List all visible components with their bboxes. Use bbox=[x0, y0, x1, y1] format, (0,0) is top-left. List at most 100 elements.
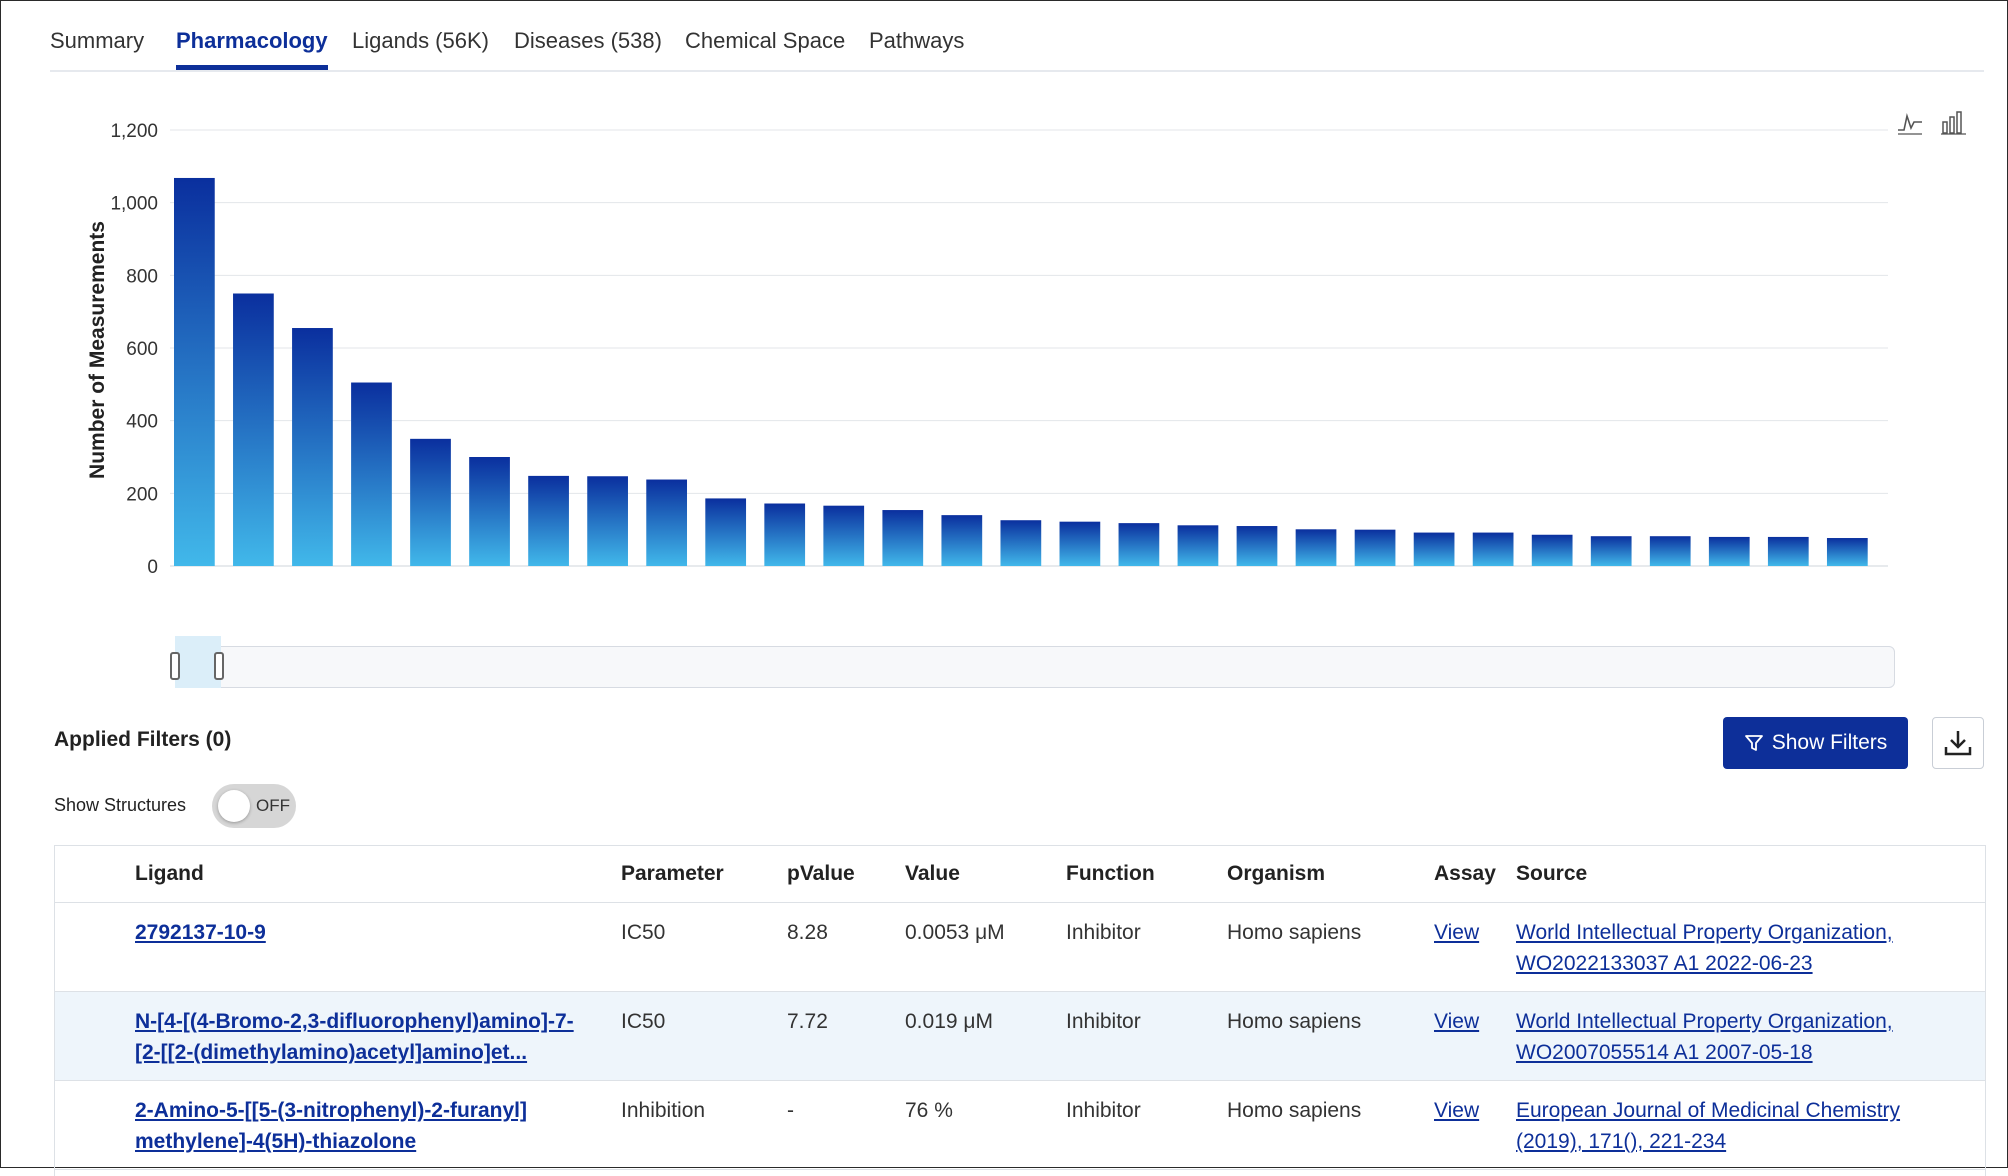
header-parameter[interactable]: Parameter bbox=[613, 846, 779, 903]
ligand-cell: 2792137-10-9 bbox=[127, 902, 613, 992]
zoom-handle-right[interactable] bbox=[214, 652, 224, 680]
bar[interactable] bbox=[469, 457, 510, 566]
tab-pharmacology[interactable]: Pharmacology bbox=[176, 26, 328, 70]
source-line: WO2022133037 A1 2022-06-23 bbox=[1516, 952, 1813, 975]
assay-cell: View bbox=[1426, 1080, 1508, 1170]
bar[interactable] bbox=[1295, 529, 1337, 566]
show-structures-toggle[interactable]: OFF bbox=[212, 784, 296, 828]
bar[interactable] bbox=[1767, 536, 1809, 566]
ligand-line: [2-[[2-(dimethylamino)acetyl]amino]et... bbox=[135, 1041, 528, 1064]
bar[interactable] bbox=[705, 498, 747, 566]
ligand-line: 2-Amino-5-[[5-(3-nitrophenyl)-2-furanyl] bbox=[135, 1099, 527, 1122]
source-link[interactable]: European Journal of Medicinal Chemistry (… bbox=[1516, 1099, 1900, 1153]
ligand-link[interactable]: 2792137-10-9 bbox=[135, 921, 266, 944]
table-row: N-[4-[(4-Bromo-2,3-difluorophenyl)amino]… bbox=[55, 991, 1985, 1081]
y-tick-label: 1,000 bbox=[110, 194, 158, 215]
source-link[interactable]: World Intellectual Property Organization… bbox=[1516, 921, 1893, 975]
bar-chart-icon[interactable] bbox=[1940, 108, 1968, 136]
toggle-knob bbox=[218, 790, 250, 822]
show-filters-button[interactable]: Show Filters bbox=[1723, 717, 1908, 769]
assay-view-link[interactable]: View bbox=[1434, 921, 1480, 944]
zoom-handle-left[interactable] bbox=[170, 652, 180, 680]
source-line: World Intellectual Property Organization… bbox=[1516, 1010, 1893, 1033]
measurements-bar-chart: 0 200 400 600 800 1,000 1,200 Number of Measur… bbox=[86, 121, 1888, 578]
bar[interactable] bbox=[1472, 532, 1514, 566]
parameter-cell: Inhibition bbox=[613, 1080, 779, 1170]
show-filters-label: Show Filters bbox=[1771, 731, 1888, 754]
bar[interactable] bbox=[823, 505, 865, 566]
header-function[interactable]: Function bbox=[1058, 846, 1219, 903]
ligand-link[interactable]: N-[4-[(4-Bromo-2,3-difluorophenyl)amino]… bbox=[135, 1010, 574, 1064]
bar[interactable] bbox=[1118, 523, 1160, 566]
value-cell: 0.0053 μM bbox=[897, 902, 1058, 992]
function-cell: Inhibitor bbox=[1058, 1080, 1219, 1170]
bar[interactable] bbox=[1354, 529, 1396, 566]
line-chart-icon[interactable] bbox=[1896, 108, 1924, 136]
bar[interactable] bbox=[1236, 526, 1278, 566]
zoom-range-selection[interactable] bbox=[175, 636, 221, 688]
y-tick-label: 400 bbox=[126, 412, 158, 433]
tab-ligands[interactable]: Ligands (56K) bbox=[352, 28, 489, 53]
pvalue-cell: 7.72 bbox=[779, 991, 897, 1081]
show-structures-label: Show Structures bbox=[54, 795, 187, 815]
assay-view-link[interactable]: View bbox=[1434, 1099, 1480, 1122]
header-source[interactable]: Source bbox=[1508, 846, 1985, 903]
bar[interactable] bbox=[1413, 532, 1455, 566]
bar[interactable] bbox=[1000, 520, 1042, 566]
ligand-cell: N-[4-[(4-Bromo-2,3-difluorophenyl)amino]… bbox=[127, 991, 613, 1081]
tab-bar: Summary Pharmacology Ligands (56K) Disea… bbox=[50, 14, 1984, 72]
header-assay[interactable]: Assay bbox=[1426, 846, 1508, 903]
pvalue-cell: - bbox=[779, 1080, 897, 1170]
bar[interactable] bbox=[1177, 525, 1219, 566]
y-tick-label: 800 bbox=[126, 266, 158, 287]
bar[interactable] bbox=[1531, 534, 1573, 566]
tab-diseases[interactable]: Diseases (538) bbox=[514, 28, 662, 53]
source-cell: World Intellectual Property Organization… bbox=[1508, 991, 1985, 1081]
bar[interactable] bbox=[528, 475, 569, 566]
bar[interactable] bbox=[410, 438, 451, 566]
ligand-link[interactable]: 2-Amino-5-[[5-(3-nitrophenyl)-2-furanyl]… bbox=[135, 1099, 527, 1153]
source-line: World Intellectual Property Organization… bbox=[1516, 921, 1893, 944]
source-link[interactable]: World Intellectual Property Organization… bbox=[1516, 1010, 1893, 1064]
bar[interactable] bbox=[233, 293, 274, 567]
bar[interactable] bbox=[764, 503, 806, 566]
header-ligand[interactable]: Ligand bbox=[127, 846, 613, 903]
download-icon bbox=[1944, 731, 1972, 756]
ligand-cell: 2-Amino-5-[[5-(3-nitrophenyl)-2-furanyl]… bbox=[127, 1080, 613, 1170]
bar[interactable] bbox=[646, 479, 688, 566]
tab-pathways[interactable]: Pathways bbox=[869, 28, 965, 53]
tab-summary[interactable]: Summary bbox=[50, 28, 145, 53]
bar[interactable] bbox=[1826, 538, 1868, 566]
source-line: WO2007055514 A1 2007-05-18 bbox=[1516, 1041, 1813, 1064]
organism-cell: Homo sapiens bbox=[1219, 902, 1426, 992]
table-header-row: Ligand Parameter pValue Value Function O… bbox=[55, 846, 1985, 903]
bar[interactable] bbox=[1708, 536, 1750, 566]
pvalue-cell: 8.28 bbox=[779, 902, 897, 992]
download-button[interactable] bbox=[1932, 717, 1984, 769]
bar[interactable] bbox=[174, 177, 215, 566]
organism-cell: Homo sapiens bbox=[1219, 1080, 1426, 1170]
bar[interactable] bbox=[1649, 536, 1691, 566]
pharmacology-table: Ligand Parameter pValue Value Function O… bbox=[54, 845, 1986, 1176]
bar[interactable] bbox=[351, 382, 392, 566]
y-tick-label: 200 bbox=[126, 484, 158, 505]
row-spacer bbox=[55, 991, 127, 1081]
bar[interactable] bbox=[941, 515, 983, 566]
bar[interactable] bbox=[1059, 521, 1101, 566]
bar[interactable] bbox=[587, 476, 628, 566]
header-organism[interactable]: Organism bbox=[1219, 846, 1426, 903]
bar[interactable] bbox=[1590, 536, 1632, 566]
header-spacer bbox=[55, 846, 127, 903]
bar[interactable] bbox=[292, 328, 333, 566]
y-tick-label: 0 bbox=[147, 557, 158, 578]
table-row: 2-Amino-5-[[5-(3-nitrophenyl)-2-furanyl]… bbox=[55, 1080, 1985, 1170]
assay-view-link[interactable]: View bbox=[1434, 1010, 1480, 1033]
value-cell: 76 % bbox=[897, 1080, 1058, 1170]
header-pvalue[interactable]: pValue bbox=[779, 846, 897, 903]
tab-chemical-space[interactable]: Chemical Space bbox=[685, 28, 846, 53]
zoom-range-track[interactable] bbox=[175, 646, 1895, 688]
filter-icon bbox=[1744, 735, 1763, 751]
header-value[interactable]: Value bbox=[897, 846, 1058, 903]
bar[interactable] bbox=[882, 510, 924, 566]
function-cell: Inhibitor bbox=[1058, 902, 1219, 992]
